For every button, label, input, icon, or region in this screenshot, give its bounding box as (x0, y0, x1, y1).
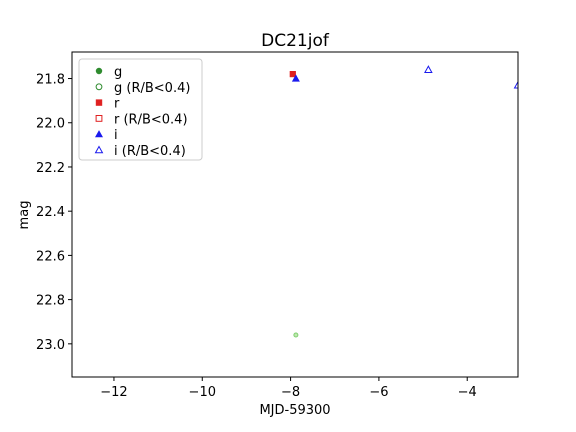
legend-box (78, 58, 203, 161)
y-tick-label: 22.4 (36, 205, 65, 220)
legend-label: i (R/B<0.4) (114, 144, 186, 159)
x-axis-ticks: −12 −10 −8 −6 −4 (100, 377, 477, 400)
data-points (289, 65, 518, 338)
y-tick-label: 23.0 (36, 338, 65, 353)
legend-marker (95, 99, 103, 106)
legend-marker (95, 67, 103, 75)
x-tick-label: −12 (100, 385, 127, 400)
y-tick-label: 22.0 (36, 117, 65, 132)
legend-marker (95, 83, 103, 91)
legend-marker (95, 130, 103, 138)
data-point-triangle-filled (291, 74, 300, 82)
x-tick-label: −10 (189, 385, 216, 400)
plot-area (289, 65, 518, 338)
x-tick-label: −6 (369, 385, 388, 400)
legend: gg (R/B<0.4)rr (R/B<0.4)ii (R/B<0.4) (78, 58, 203, 161)
y-tick-label: 22.8 (36, 294, 65, 309)
data-point-square-filled (289, 71, 296, 78)
data-point-triangle-open (513, 80, 518, 89)
chart-title: DC21jof (261, 31, 330, 51)
x-tick-label: −4 (458, 385, 477, 400)
y-tick-label: 22.2 (36, 161, 65, 176)
x-axis-label: MJD-59300 (259, 403, 330, 418)
legend-label: r (114, 97, 120, 112)
legend-label: g (114, 65, 122, 80)
legend-marker (94, 145, 104, 154)
y-axis-ticks: 21.8 22.0 22.2 22.4 22.6 22.8 23.0 (36, 73, 72, 353)
axes-frame (71, 51, 519, 378)
legend-marker (95, 115, 103, 122)
data-point-triangle-open (424, 65, 433, 73)
y-axis-label: mag (17, 201, 32, 230)
data-point-circle-open (293, 332, 299, 338)
y-tick-label: 21.8 (36, 73, 65, 88)
legend-label: g (R/B<0.4) (114, 81, 190, 96)
legend-label: r (R/B<0.4) (114, 112, 188, 127)
x-tick-label: −8 (281, 385, 300, 400)
y-tick-label: 22.6 (36, 249, 65, 264)
legend-label: i (114, 128, 118, 143)
